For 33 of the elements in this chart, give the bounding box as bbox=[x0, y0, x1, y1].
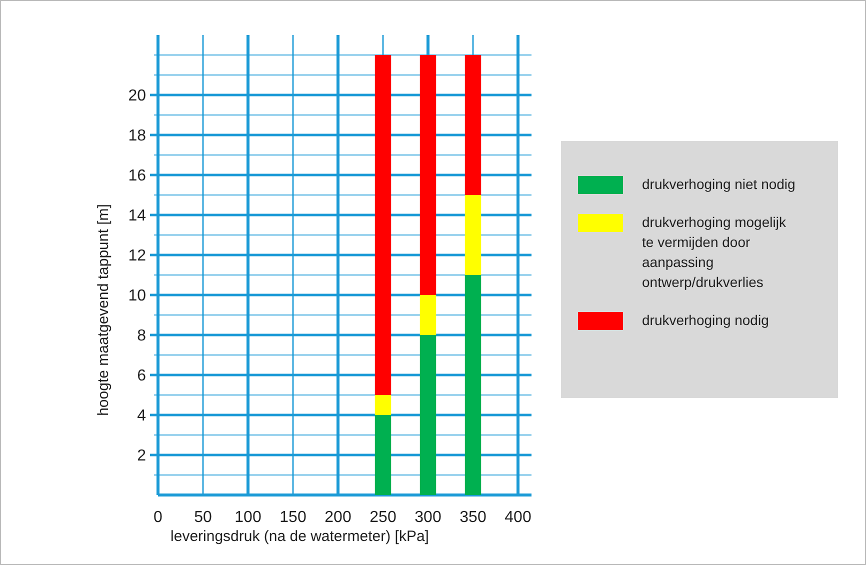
y-tick-label: 16 bbox=[128, 168, 146, 185]
y-tick-label: 10 bbox=[128, 288, 146, 305]
x-tick-label: 50 bbox=[194, 509, 212, 526]
y-tick-label: 14 bbox=[128, 208, 146, 225]
bar bbox=[374, 395, 392, 415]
x-tick-label: 300 bbox=[414, 509, 442, 526]
bar bbox=[374, 415, 392, 495]
bar bbox=[464, 195, 482, 275]
y-tick-label: 4 bbox=[137, 408, 146, 425]
y-tick-label: 20 bbox=[128, 88, 146, 105]
y-tick-label: 18 bbox=[128, 128, 146, 145]
x-tick-label: 100 bbox=[234, 509, 262, 526]
legend-label: drukverhoging mogelijk te vermijden door aanpassing ontwerp/drukverlies bbox=[642, 214, 787, 290]
bar bbox=[464, 275, 482, 495]
y-axis-title: hoogte maatgevend tappunt [m] bbox=[95, 204, 112, 416]
x-tick-label: 250 bbox=[370, 509, 396, 526]
x-axis-title: leveringsdruk (na de watermeter) [kPa] bbox=[170, 528, 429, 545]
legend-label: drukverhoging nodig bbox=[642, 312, 769, 328]
x-tick-label: 350 bbox=[460, 509, 486, 526]
bar bbox=[464, 55, 482, 195]
y-tick-label: 6 bbox=[137, 368, 146, 385]
x-tick-label: 200 bbox=[324, 509, 352, 526]
x-tick-label: 400 bbox=[504, 509, 532, 526]
y-tick-label: 2 bbox=[137, 448, 146, 465]
bar bbox=[420, 335, 436, 495]
x-tick-label: 150 bbox=[280, 509, 306, 526]
bar bbox=[420, 295, 436, 335]
legend-label: drukverhoging niet nodig bbox=[642, 176, 796, 192]
y-tick-label: 12 bbox=[128, 248, 146, 265]
x-tick-label: 0 bbox=[154, 509, 163, 526]
bar bbox=[374, 55, 392, 395]
y-tick-label: 8 bbox=[137, 328, 146, 345]
bar bbox=[420, 55, 436, 295]
